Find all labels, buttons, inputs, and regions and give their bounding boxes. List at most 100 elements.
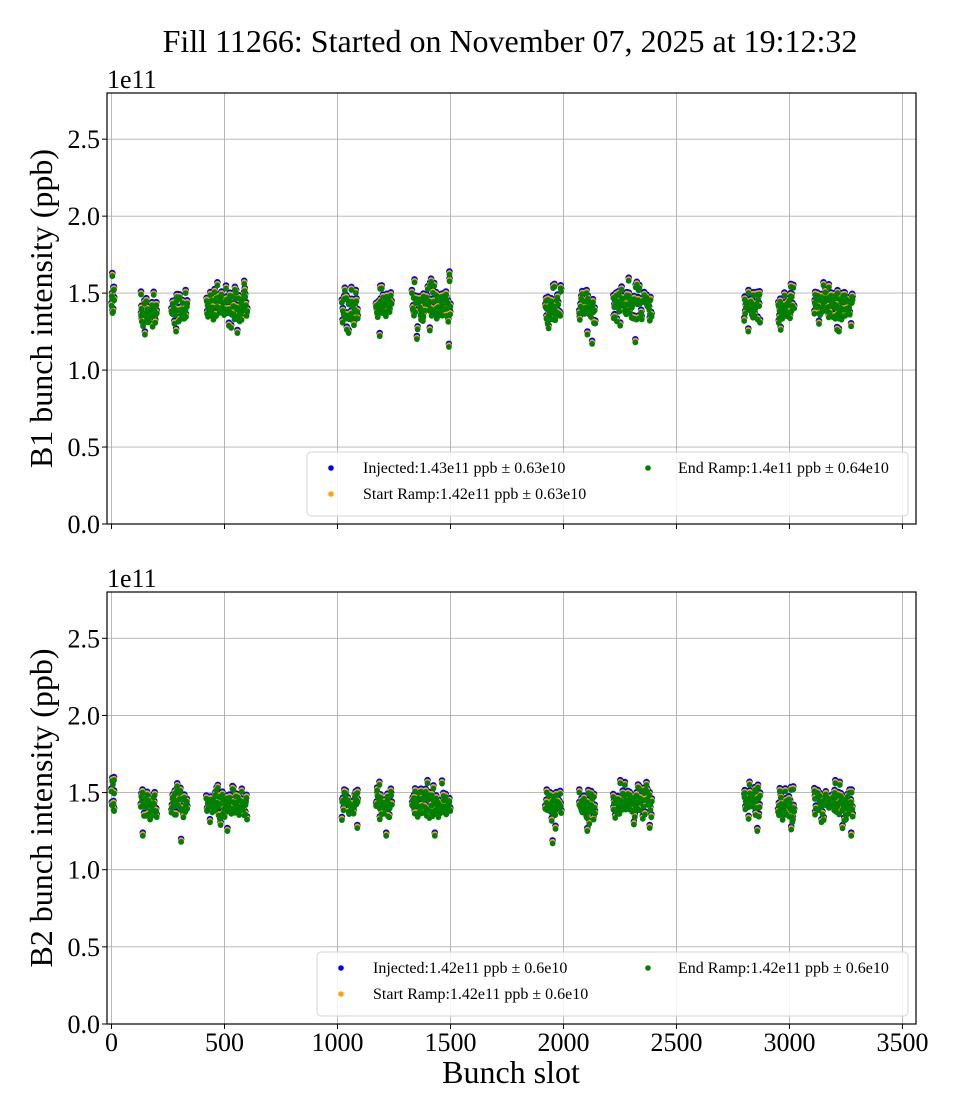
- data-point: [110, 801, 117, 807]
- legend-label: Injected:1.42e11 ppb ± 0.6e10: [373, 960, 567, 977]
- data-point: [790, 817, 796, 823]
- data-point: [142, 331, 148, 338]
- data-point: [812, 811, 818, 818]
- data-point: [184, 805, 191, 812]
- data-point: [376, 816, 383, 823]
- data-point: [816, 793, 823, 799]
- data-point: [376, 782, 383, 788]
- data-point: [745, 816, 752, 822]
- data-point: [111, 808, 117, 814]
- data-point: [647, 807, 654, 813]
- series-end-ramp: [108, 271, 856, 350]
- data-point: [749, 791, 756, 798]
- data-point: [217, 822, 224, 828]
- data-point: [230, 787, 237, 794]
- y-axis-label: B2 bunch intensity (ppb): [23, 648, 59, 967]
- data-point: [576, 789, 583, 796]
- data-point: [446, 798, 453, 805]
- data-points: [108, 773, 856, 847]
- data-point: [409, 290, 415, 297]
- data-point: [755, 297, 762, 303]
- data-point: [431, 832, 438, 839]
- data-point: [353, 298, 360, 305]
- data-point: [591, 307, 598, 314]
- data-point: [244, 816, 250, 823]
- data-point: [849, 297, 856, 303]
- data-point: [339, 817, 345, 823]
- data-point: [414, 336, 420, 342]
- x-tick-label: 1000: [311, 1028, 363, 1057]
- data-point: [648, 814, 655, 821]
- data-point: [110, 781, 116, 788]
- data-point: [787, 315, 793, 322]
- data-point: [339, 319, 346, 326]
- data-point: [751, 312, 758, 319]
- data-point: [648, 798, 655, 805]
- y-tick-label: 0.5: [68, 933, 101, 962]
- data-point: [144, 792, 151, 798]
- data-point: [825, 314, 832, 321]
- data-point: [776, 788, 783, 795]
- data-point: [214, 282, 221, 289]
- data-point: [815, 807, 822, 814]
- data-point: [439, 780, 445, 787]
- data-point: [442, 794, 449, 800]
- legend-item-end-ramp: End Ramp:1.4e11 ppb ± 0.64e10: [645, 460, 889, 477]
- legend-marker: [338, 965, 344, 971]
- data-point: [143, 298, 150, 305]
- data-point: [108, 302, 115, 309]
- data-point: [354, 825, 361, 831]
- data-point: [219, 791, 226, 798]
- y-axis-label: B1 bunch intensity (ppb): [23, 149, 59, 468]
- data-point: [849, 806, 856, 813]
- data-point: [446, 271, 453, 278]
- data-point: [174, 783, 181, 790]
- data-point: [784, 302, 791, 309]
- legend-label: End Ramp:1.42e11 ppb ± 0.6e10: [678, 960, 889, 977]
- data-point: [242, 811, 249, 818]
- data-point: [354, 798, 361, 805]
- data-point: [180, 814, 187, 821]
- data-point: [757, 319, 763, 326]
- data-point: [207, 819, 213, 826]
- data-point: [153, 814, 160, 821]
- data-point: [646, 825, 653, 831]
- data-point: [788, 294, 795, 300]
- data-point: [756, 291, 763, 298]
- data-point: [557, 791, 564, 797]
- data-point: [240, 807, 247, 813]
- data-point: [631, 814, 638, 821]
- data-point: [777, 327, 784, 333]
- x-tick-label: 2000: [537, 1028, 589, 1057]
- data-point: [173, 328, 180, 335]
- data-point: [557, 313, 564, 319]
- series-end-ramp: [108, 777, 856, 847]
- data-point: [177, 788, 184, 794]
- data-point: [109, 273, 116, 280]
- data-point: [411, 279, 418, 286]
- data-point: [646, 792, 653, 799]
- data-point: [386, 309, 393, 315]
- data-point: [153, 808, 160, 815]
- data-point: [184, 799, 190, 805]
- data-point: [236, 812, 243, 818]
- data-point: [378, 285, 385, 292]
- data-point: [233, 290, 240, 296]
- legend-marker: [645, 465, 651, 471]
- data-points: [108, 268, 856, 350]
- data-point: [848, 832, 855, 839]
- data-point: [244, 308, 251, 314]
- data-point: [218, 291, 225, 298]
- data-point: [243, 302, 249, 309]
- data-point: [849, 813, 856, 820]
- y-tick-label: 1.5: [68, 279, 101, 308]
- data-point: [846, 311, 853, 318]
- data-point: [638, 311, 645, 318]
- legend-label: Injected:1.43e11 ppb ± 0.63e10: [363, 460, 565, 477]
- data-point: [348, 287, 355, 293]
- y-tick-label: 1.5: [68, 779, 101, 808]
- data-point: [549, 840, 556, 847]
- data-point: [226, 298, 233, 304]
- data-point: [848, 801, 854, 807]
- data-point: [757, 792, 763, 799]
